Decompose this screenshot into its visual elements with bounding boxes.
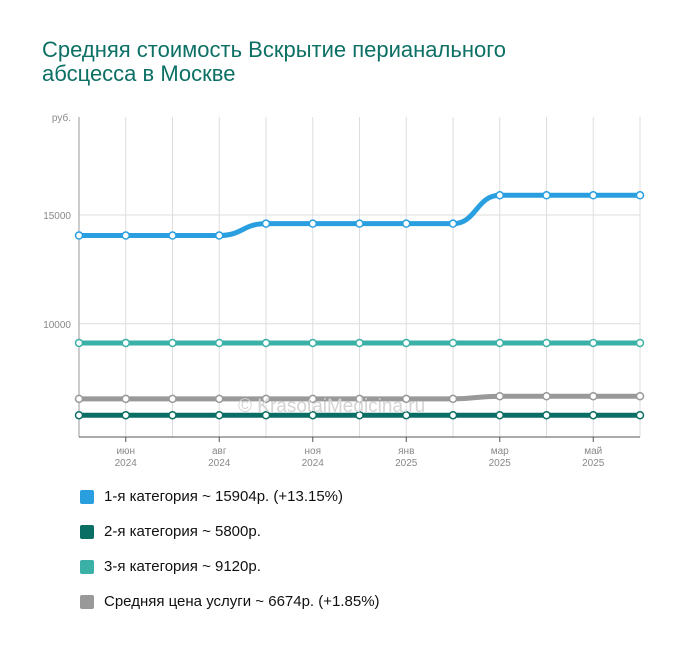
y-axis-unit: руб. [52,112,71,124]
data-point [168,394,177,404]
x-tick-year: 2025 [489,458,512,469]
y-tick-label: 10000 [43,320,71,331]
price-chart: 1000015000руб.июн2024авг2024ноя2024янв20… [43,112,645,469]
data-point [121,338,130,348]
data-point [121,231,130,240]
data-point [495,391,504,401]
x-tick-month: янв [398,446,414,457]
x-tick-month: ноя [305,446,322,457]
data-point [448,338,458,348]
data-point [121,410,130,420]
legend-swatch-cat3 [80,560,94,574]
data-point [635,191,645,200]
data-point [261,219,271,228]
x-tick-year: 2024 [302,458,325,469]
data-point [308,410,317,420]
data-point [542,191,551,200]
data-point [168,231,177,240]
data-point [121,394,130,404]
data-point [589,410,598,420]
legend-label-cat3: 3-я категория ~ 9120р. [104,558,261,575]
data-point [355,338,364,348]
data-point [495,338,504,348]
data-point [589,391,598,401]
data-point [402,410,411,420]
data-point [74,338,84,348]
data-point [308,394,317,404]
legend-label-cat2: 2-я категория ~ 5800р. [104,523,261,540]
legend-label-avg: Средняя цена услуги ~ 6674р. (+1.85%) [104,593,380,610]
x-tick-month: май [584,446,602,457]
y-tick-label: 15000 [43,211,71,222]
data-point [635,391,645,401]
x-tick-month: авг [212,446,227,457]
x-tick-month: июн [116,446,135,457]
data-point [308,338,317,348]
data-point [448,394,458,404]
data-point [355,410,364,420]
data-point [589,338,598,348]
legend-label-cat1: 1-я категория ~ 15904р. (+13.15%) [104,488,344,505]
x-tick-year: 2025 [582,458,605,469]
data-point [402,219,411,228]
x-tick-month: мар [491,446,509,457]
legend-swatch-cat2 [80,525,94,539]
data-point [261,410,271,420]
x-tick-year: 2024 [208,458,231,469]
data-point [168,338,177,348]
legend-swatch-cat1 [80,490,94,504]
data-point [74,410,84,420]
data-point [589,191,598,200]
data-point [495,410,504,420]
axis-layer: 1000015000руб.июн2024авг2024ноя2024янв20… [43,112,640,469]
data-point [448,219,458,228]
data-point [261,394,271,404]
data-point [74,394,84,404]
data-point [402,338,411,348]
x-tick-year: 2024 [115,458,138,469]
x-tick-year: 2025 [395,458,418,469]
data-point [495,191,504,200]
data-point [74,231,84,240]
data-point [215,338,224,348]
data-point [448,410,458,420]
watermark: © KrasotaiMedicina.ru [238,396,426,417]
data-point [168,410,177,420]
legend-swatch-avg [80,595,94,609]
data-point [542,410,551,420]
data-point [635,410,645,420]
data-point [215,410,224,420]
data-point [355,219,364,228]
data-point [355,394,364,404]
data-point [215,231,224,240]
data-point [542,338,551,348]
data-point [215,394,224,404]
chart-title: Средняя стоимость Вскрытие перианального… [42,37,506,86]
data-point [542,391,551,401]
grid-layer [78,117,641,437]
points-layer [74,191,645,420]
data-point [308,219,317,228]
data-point [261,338,271,348]
data-point [635,338,645,348]
data-point [402,394,411,404]
